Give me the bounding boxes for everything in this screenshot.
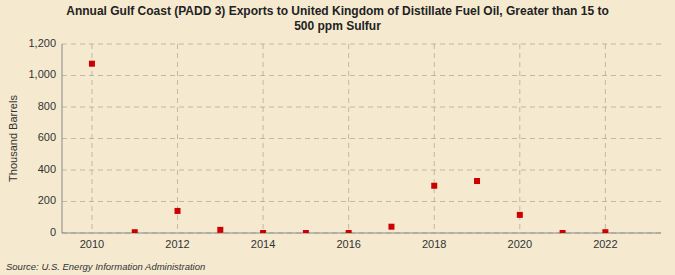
- y-grid-line: [62, 75, 661, 76]
- y-tick-label: 600: [38, 131, 56, 143]
- point: [217, 227, 223, 233]
- x-grid-line: [263, 44, 264, 233]
- points: [89, 61, 608, 233]
- grid: [62, 44, 661, 233]
- point: [388, 224, 394, 230]
- point: [431, 183, 437, 189]
- y-grid-line: [62, 107, 661, 108]
- x-grid-line: [605, 44, 606, 233]
- y-grid-line: [62, 170, 661, 171]
- point: [303, 230, 309, 233]
- y-tick-label: 400: [38, 163, 56, 175]
- x-grid-line: [177, 44, 178, 233]
- y-tick-label: 800: [38, 100, 56, 112]
- point: [602, 229, 608, 233]
- point: [474, 178, 480, 184]
- x-axis-line: [62, 233, 661, 234]
- y-tick-label: 1,200: [28, 37, 56, 49]
- point: [175, 208, 181, 214]
- point: [346, 230, 352, 233]
- y-tick-label: 200: [38, 194, 56, 206]
- x-tick-label: 2014: [251, 238, 275, 250]
- x-tick-label: 2016: [336, 238, 360, 250]
- point: [560, 230, 566, 233]
- title-line: 500 ppm Sulfur: [294, 19, 381, 33]
- x-grid-line: [434, 44, 435, 233]
- title: Annual Gulf Coast (PADD 3) Exports to Un…: [66, 4, 608, 33]
- x-tick-label: 2012: [165, 238, 189, 250]
- y-grid-line: [62, 138, 661, 139]
- y-axis-line: [62, 44, 63, 233]
- title-line: Annual Gulf Coast (PADD 3) Exports to Un…: [66, 4, 608, 18]
- point: [260, 230, 266, 233]
- x-tick-label: 2018: [422, 238, 446, 250]
- x-grid-line: [91, 44, 92, 233]
- point: [89, 61, 95, 67]
- y-tick-label: 1,000: [28, 68, 56, 80]
- point: [132, 229, 138, 233]
- y-tick-label: 0: [50, 226, 56, 238]
- x-tick-label: 2020: [508, 238, 532, 250]
- y-grid-line: [62, 201, 661, 202]
- x-grid-line: [519, 44, 520, 233]
- y-grid-line: [62, 44, 661, 45]
- y-axis-label: Thousand Barrels: [7, 95, 19, 182]
- x-grid-line: [348, 44, 349, 233]
- x-tick-label: 2022: [593, 238, 617, 250]
- x-tick-label: 2010: [80, 238, 104, 250]
- source-note: Source: U.S. Energy Information Administ…: [6, 261, 205, 272]
- point: [517, 212, 523, 218]
- y-grid-line: [62, 233, 661, 234]
- chart: 0 200 400 600 800 1,000 1,200 2010 2012 2014 2016 2…: [0, 0, 675, 275]
